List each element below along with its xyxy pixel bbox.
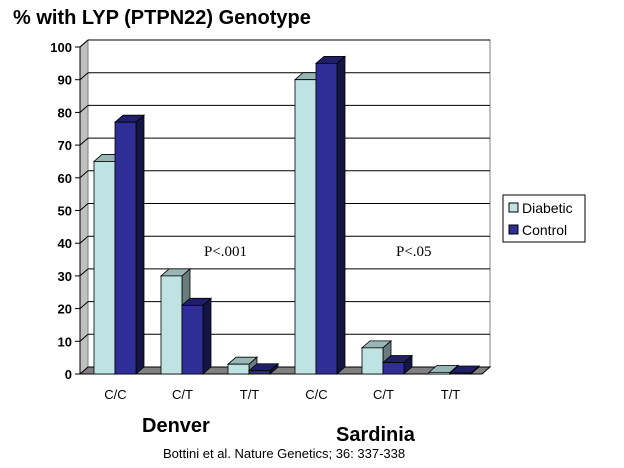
annotation-sardinia-pvalue: P<.05 — [396, 244, 432, 260]
gridline-side — [79, 170, 89, 179]
x-tick-label: C/T — [373, 387, 394, 402]
y-tick-label: 100 — [50, 40, 72, 55]
x-tick-label: C/C — [104, 387, 126, 402]
bar-front — [160, 275, 183, 375]
annotation-denver-pvalue: P<.001 — [204, 244, 247, 260]
y-tick-label: 80 — [58, 105, 72, 120]
y-tick-label: 60 — [58, 171, 72, 186]
x-tick-label: T/T — [240, 387, 260, 402]
bar-side — [135, 114, 145, 375]
gridline-side — [79, 39, 89, 48]
bar-control-3 — [314, 55, 347, 375]
x-tick-label: T/T — [441, 387, 461, 402]
bar-front — [114, 121, 137, 375]
bar-front — [428, 371, 451, 375]
y-tick-label: 90 — [58, 73, 72, 88]
gridline-side — [79, 268, 89, 277]
gridline-side — [79, 235, 89, 244]
bar-front — [449, 372, 472, 375]
group-label-denver: Denver — [142, 415, 210, 437]
bar-control-0 — [113, 114, 146, 375]
bar-control-2 — [247, 362, 280, 375]
y-tick-label: 40 — [58, 236, 72, 251]
gridline-side — [79, 301, 89, 309]
bar-control-4 — [381, 354, 414, 375]
chart-title: % with LYP (PTPN22) Genotype — [13, 7, 311, 29]
y-tick-label: 10 — [58, 334, 72, 349]
gridline-side — [79, 203, 89, 211]
bar-control-5 — [448, 365, 481, 375]
legend-label-diabetic: Diabetic — [522, 200, 573, 216]
legend-label-control: Control — [522, 222, 567, 238]
bar-front — [93, 161, 116, 375]
bar-front — [294, 79, 317, 375]
bars — [92, 55, 481, 375]
bar-front — [315, 62, 338, 375]
bar-front — [248, 370, 271, 375]
bar-front — [361, 347, 384, 375]
bar-side — [202, 297, 212, 375]
bar-front — [227, 363, 250, 375]
gridline-side — [79, 105, 89, 113]
gridline-side — [79, 333, 89, 342]
bar-diabetic-2 — [226, 356, 259, 375]
y-axis-ticks: 0 10 20 30 40 50 60 70 80 90 100 — [50, 40, 80, 382]
bar-front — [382, 362, 405, 375]
bar-front — [181, 304, 204, 375]
y-tick-label: 20 — [58, 302, 72, 317]
gridlines — [79, 39, 490, 342]
legend-swatch-control — [508, 224, 519, 235]
x-tick-label: C/C — [305, 387, 327, 402]
gridline-side — [79, 137, 89, 146]
x-tick-label: C/T — [172, 387, 193, 402]
y-tick-label: 50 — [58, 204, 72, 219]
group-label-sardinia: Sardinia — [336, 424, 416, 446]
legend: Diabetic Control — [502, 194, 586, 243]
y-tick-label: 70 — [58, 138, 72, 153]
y-tick-label: 30 — [58, 269, 72, 284]
y-tick-label: 0 — [65, 367, 72, 382]
citation: Bottini et al. Nature Genetics; 36: 337-… — [163, 446, 405, 461]
gridline-side — [79, 72, 89, 81]
bar-control-1 — [180, 297, 213, 375]
legend-swatch-diabetic — [508, 202, 519, 213]
x-axis-labels: C/C C/T T/T C/C C/T T/T — [104, 387, 460, 402]
bar-side — [336, 55, 346, 375]
